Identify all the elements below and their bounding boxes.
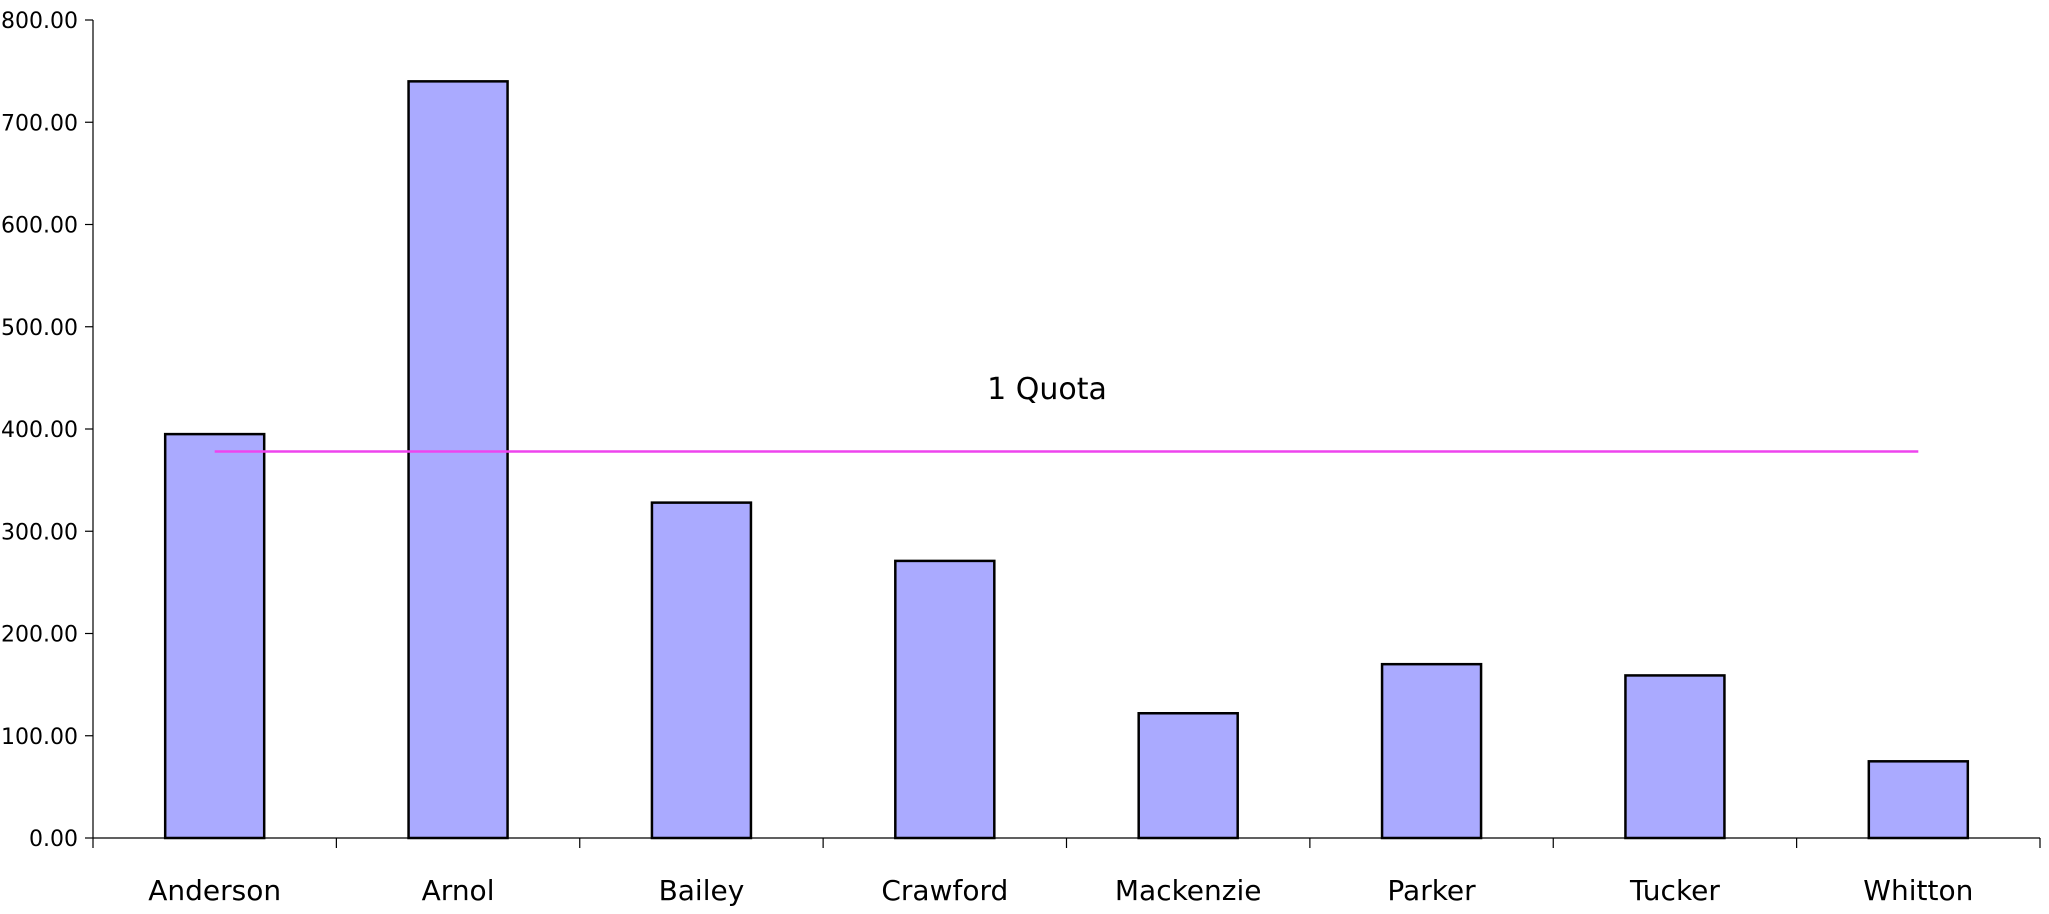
y-tick-label: 500.00 — [1, 316, 78, 341]
bars — [163, 80, 1970, 840]
bar-anderson — [163, 432, 266, 840]
y-tick-label: 300.00 — [1, 520, 78, 545]
quota-label: 1 Quota — [987, 372, 1107, 407]
y-tick-label: 800.00 — [1, 9, 78, 34]
x-tick-label: Tucker — [1629, 874, 1720, 907]
bar-mackenzie — [1137, 712, 1239, 840]
bar-whitton — [1867, 760, 1970, 840]
y-tick-label: 400.00 — [1, 418, 78, 443]
x-tick-label: Whitton — [1863, 874, 1973, 907]
x-tick-label: Crawford — [881, 874, 1008, 907]
x-tick-label: Bailey — [659, 874, 745, 907]
bar-arnol — [407, 80, 509, 840]
quota-line-group: 1 Quota — [214, 372, 1919, 453]
axis-labels: 0.00 100.00 200.00 300.00 400.00 500.00 600.00… — [1, 9, 1973, 907]
x-tick-label: Parker — [1387, 874, 1476, 907]
bar-bailey — [650, 501, 753, 840]
x-tick-label: Arnol — [422, 874, 495, 907]
bar-tucker — [1624, 674, 1726, 840]
x-tick-label: Mackenzie — [1115, 874, 1262, 907]
y-tick-label: 600.00 — [1, 214, 78, 239]
axes — [85, 19, 2041, 848]
x-tick-label: Anderson — [148, 874, 281, 907]
bar-parker — [1380, 662, 1483, 840]
y-tick-label: 0.00 — [29, 827, 78, 852]
y-tick-label: 700.00 — [1, 111, 78, 136]
bar-crawford — [894, 559, 996, 840]
y-tick-label: 200.00 — [1, 623, 78, 648]
y-tick-label: 100.00 — [1, 725, 78, 750]
